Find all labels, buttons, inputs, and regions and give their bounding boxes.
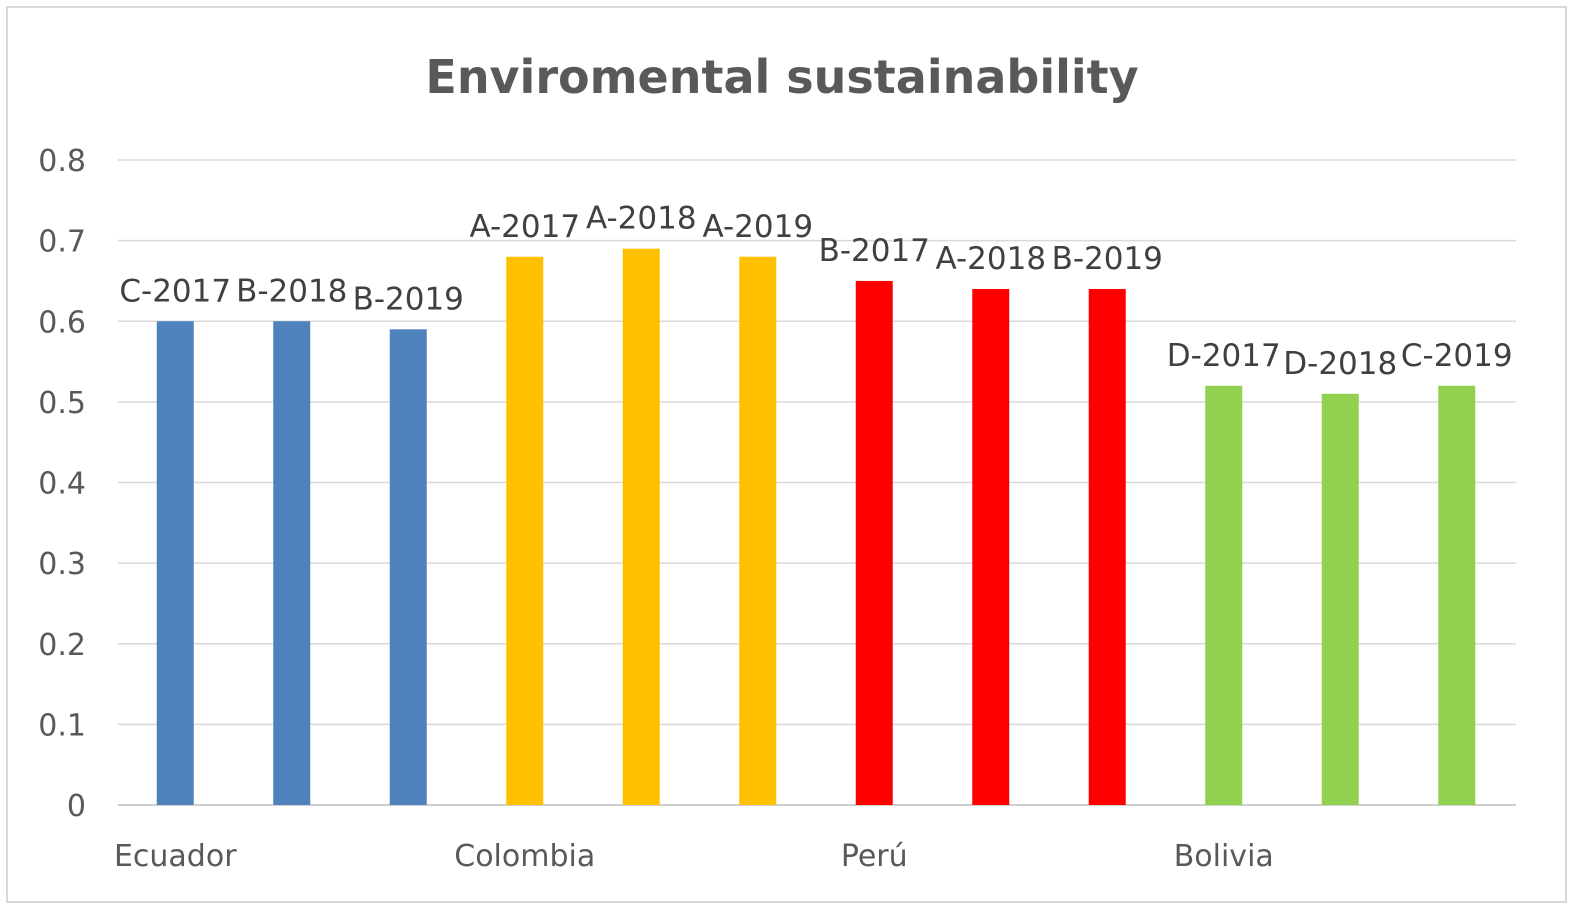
y-tick-label: 0.5 — [38, 386, 86, 421]
y-tick-label: 0.8 — [38, 144, 86, 179]
gridlines — [118, 159, 1516, 806]
y-tick-label: 0.1 — [38, 708, 86, 743]
category-label: Bolivia — [1174, 839, 1274, 874]
data-label: D-2017 — [1167, 338, 1281, 374]
bar-ecuador-b-2018 — [273, 321, 311, 805]
bar-per-a-2018 — [972, 289, 1010, 805]
category-label: Ecuador — [114, 839, 237, 874]
data-label: C-2017 — [119, 273, 231, 309]
bar-colombia-a-2018 — [622, 248, 660, 805]
y-tick-label: 0.6 — [38, 305, 86, 340]
data-label: A-2018 — [935, 241, 1046, 277]
data-label: B-2017 — [819, 233, 930, 269]
category-label: Colombia — [454, 839, 595, 874]
bar-colombia-a-2019 — [739, 256, 777, 805]
y-tick-label: 0.2 — [38, 628, 86, 663]
bar-bolivia-c-2019 — [1438, 385, 1476, 805]
y-tick-label: 0.3 — [38, 547, 86, 582]
data-label: B-2018 — [236, 273, 347, 309]
bar-per-b-2017 — [855, 280, 893, 805]
data-label: A-2017 — [469, 209, 580, 245]
data-label: B-2019 — [1052, 241, 1163, 277]
bar-colombia-a-2017 — [506, 256, 544, 805]
data-label: A-2018 — [586, 201, 697, 237]
bar-bolivia-d-2017 — [1205, 385, 1243, 805]
bars — [156, 248, 1476, 805]
data-label: A-2019 — [702, 209, 813, 245]
chart-title: Enviromental sustainability — [425, 50, 1138, 104]
y-tick-label: 0.4 — [38, 467, 86, 502]
y-axis-ticks: 0 0.1 0.2 0.3 0.4 0.5 0.6 0.7 0.8 — [38, 144, 86, 824]
bar-bolivia-d-2018 — [1321, 393, 1359, 805]
data-label: D-2018 — [1283, 346, 1397, 382]
bar-ecuador-b-2019 — [389, 329, 427, 805]
category-label: Perú — [841, 839, 908, 874]
x-axis-categories: Ecuador Colombia Perú Bolivia — [114, 839, 1274, 874]
bar-ecuador-c-2017 — [156, 321, 194, 805]
bar-per-b-2019 — [1088, 289, 1126, 805]
y-tick-label: 0.7 — [38, 225, 86, 260]
data-label: C-2019 — [1401, 338, 1513, 374]
chart-frame — [6, 6, 1567, 903]
y-tick-label: 0 — [67, 789, 86, 824]
data-label: B-2019 — [353, 281, 464, 317]
